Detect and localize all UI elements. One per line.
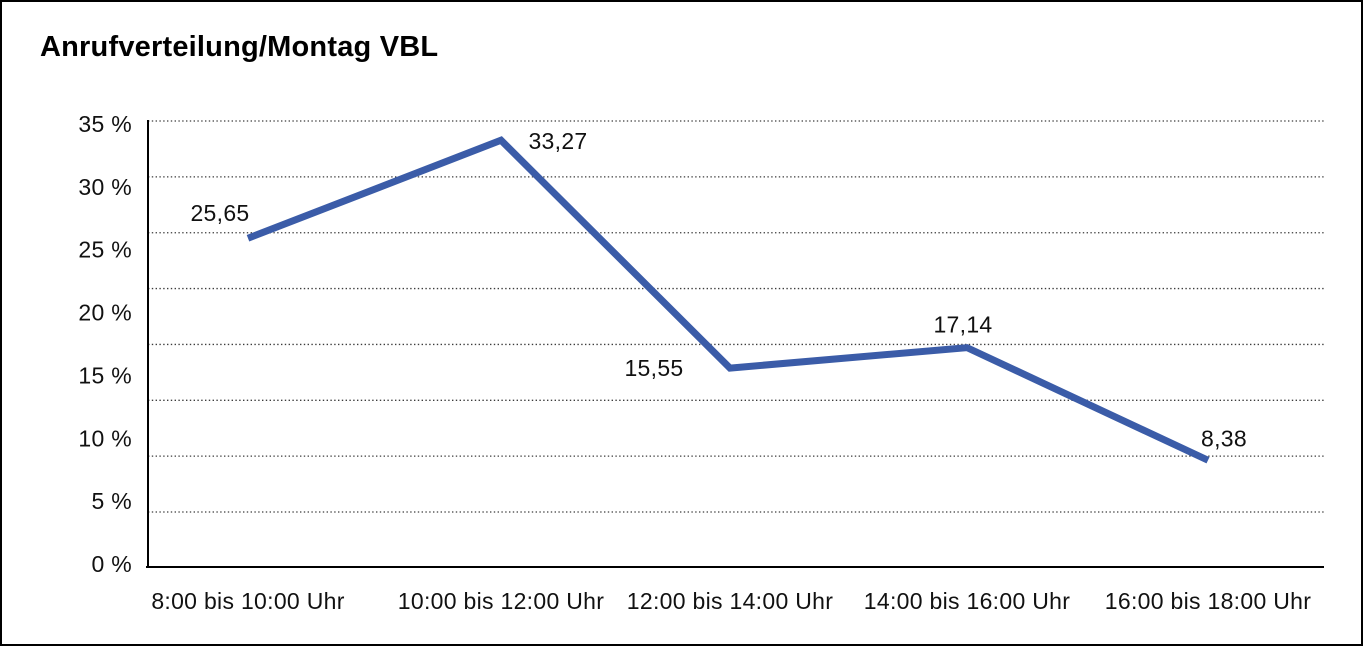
value-label: 15,55: [624, 355, 683, 381]
y-tick-label: 30 %: [78, 174, 132, 200]
value-label: 8,38: [1201, 425, 1247, 451]
x-tick-label: 16:00 bis 18:00 Uhr: [1105, 588, 1311, 614]
y-tick-label: 10 %: [78, 425, 132, 451]
chart-title: Anrufverteilung/Montag VBL: [40, 31, 439, 63]
y-tick-label: 15 %: [78, 362, 132, 388]
y-tick-label: 25 %: [78, 237, 132, 263]
y-tick-label: 35 %: [78, 111, 132, 137]
value-label: 33,27: [528, 128, 587, 154]
value-label: 17,14: [933, 312, 992, 338]
data-line: [246, 136, 1210, 464]
value-label: 25,65: [190, 200, 249, 226]
x-tick-label: 10:00 bis 12:00 Uhr: [398, 588, 604, 614]
x-tick-label: 8:00 bis 10:00 Uhr: [151, 588, 344, 614]
y-tick-label: 0 %: [91, 551, 132, 577]
y-tick-label: 5 %: [91, 488, 132, 514]
y-tick-label: 20 %: [78, 300, 132, 326]
x-tick-label: 12:00 bis 14:00 Uhr: [627, 588, 833, 614]
x-tick-label: 14:00 bis 16:00 Uhr: [864, 588, 1070, 614]
